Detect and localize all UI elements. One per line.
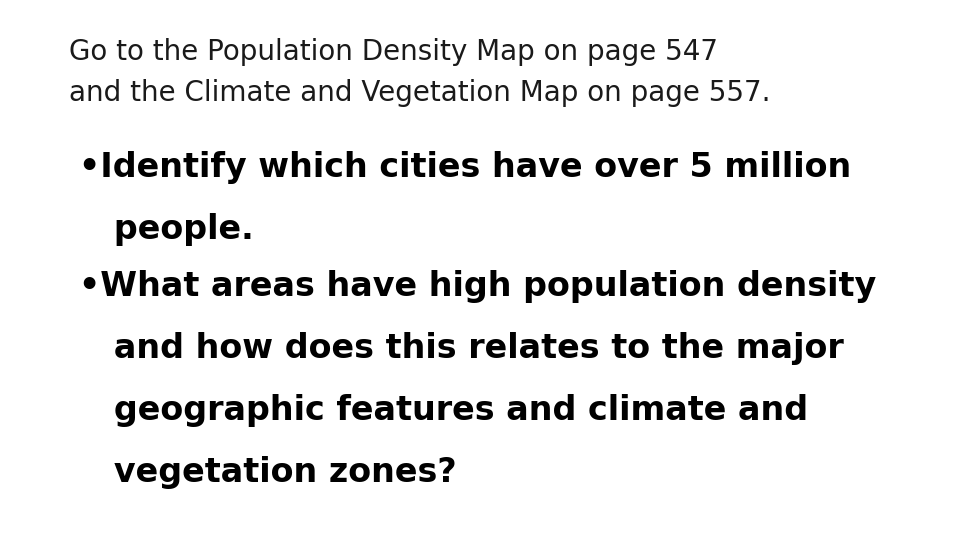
- Text: Go to the Population Density Map on page 547
and the Climate and Vegetation Map : Go to the Population Density Map on page…: [69, 38, 771, 107]
- Text: and how does this relates to the major: and how does this relates to the major: [79, 332, 844, 365]
- Text: •What areas have high population density: •What areas have high population density: [79, 270, 876, 303]
- Text: •Identify which cities have over 5 million: •Identify which cities have over 5 milli…: [79, 151, 851, 184]
- Text: vegetation zones?: vegetation zones?: [79, 456, 456, 489]
- Text: geographic features and climate and: geographic features and climate and: [79, 394, 808, 427]
- Text: people.: people.: [79, 213, 253, 246]
